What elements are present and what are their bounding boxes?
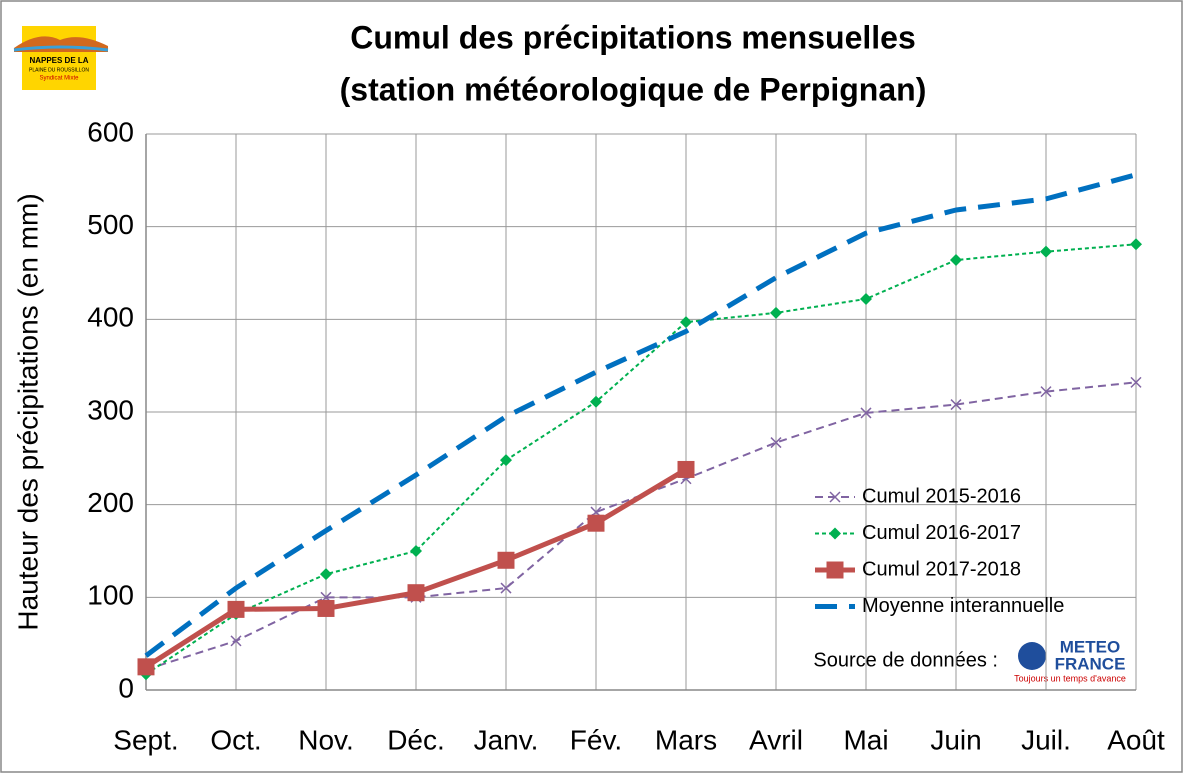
y-tick-label: 400 xyxy=(87,302,134,333)
source-label: Source de données : xyxy=(813,649,998,671)
legend-label: Cumul 2015-2016 xyxy=(862,485,1021,507)
meteo-tagline: Toujours un temps d'avance xyxy=(1014,673,1126,683)
x-tick-label: Oct. xyxy=(210,724,261,755)
marker xyxy=(860,292,872,305)
marker xyxy=(410,545,422,557)
marker xyxy=(770,306,782,319)
marker xyxy=(680,316,692,329)
legend-label: Cumul 2017-2018 xyxy=(862,558,1021,580)
marker xyxy=(860,407,872,419)
meteo-logo: METEO FRANCE Toujours un temps d'avance xyxy=(1014,637,1126,683)
y-axis-label: Hauteur des précipitations (en mm) xyxy=(12,193,43,630)
marker xyxy=(826,561,844,579)
legend-label: Cumul 2016-2017 xyxy=(862,522,1021,544)
marker xyxy=(137,658,155,676)
logo: NAPPES DE LA PLAINE DU ROUSSILLON Syndic… xyxy=(13,26,109,90)
marker xyxy=(587,514,605,532)
chart-title: (station météorologique de Perpignan) xyxy=(340,71,927,107)
marker xyxy=(950,254,962,267)
marker xyxy=(677,460,695,478)
y-tick-label: 0 xyxy=(118,672,134,703)
x-tick-label: Avril xyxy=(749,724,803,755)
marker xyxy=(1130,238,1142,251)
series-line xyxy=(144,172,1137,658)
series-line xyxy=(145,243,1137,676)
marker xyxy=(1040,245,1052,258)
marker xyxy=(500,454,512,467)
logo-bg xyxy=(22,26,96,90)
marker xyxy=(500,582,512,594)
logo-text: Syndicat Mixte xyxy=(39,76,79,82)
legend-label: Moyenne interannuelle xyxy=(862,595,1064,617)
logo-text: PLAINE DU ROUSSILLON xyxy=(29,67,89,73)
marker xyxy=(230,635,242,647)
marker xyxy=(590,395,602,408)
logo-text: NAPPES DE LA xyxy=(29,56,88,65)
x-tick-label: Juil. xyxy=(1021,724,1071,755)
x-tick-label: Mars xyxy=(655,724,717,755)
x-tick-label: Sept. xyxy=(113,724,178,755)
x-tick-label: Fév. xyxy=(570,724,622,755)
marker xyxy=(497,551,515,569)
marker xyxy=(829,491,841,503)
marker xyxy=(227,600,245,618)
y-tick-label: 100 xyxy=(87,580,134,611)
x-tick-label: Déc. xyxy=(387,724,445,755)
x-tick-label: Nov. xyxy=(298,724,354,755)
meteo-text: FRANCE xyxy=(1055,654,1126,673)
x-tick-label: Mai xyxy=(843,724,888,755)
marker xyxy=(770,437,782,449)
meteo-icon xyxy=(1018,642,1046,670)
marker xyxy=(1040,386,1052,398)
marker xyxy=(829,527,841,540)
series: Cumul 2017-2018 xyxy=(137,460,1021,676)
y-tick-label: 600 xyxy=(87,116,134,147)
x-tick-label: Août xyxy=(1107,724,1165,755)
y-tick-label: 500 xyxy=(87,209,134,240)
x-tick-label: Juin xyxy=(930,724,981,755)
y-tick-label: 200 xyxy=(87,487,134,518)
marker xyxy=(950,399,962,411)
x-tick-label: Janv. xyxy=(474,724,539,755)
marker xyxy=(407,584,425,602)
y-tick-label: 300 xyxy=(87,394,134,425)
meteo-text: METEO xyxy=(1060,637,1120,656)
chart-title: Cumul des précipitations mensuelles xyxy=(350,19,915,55)
marker xyxy=(320,568,332,581)
marker xyxy=(1130,376,1142,388)
series: Moyenne interannuelle xyxy=(144,172,1137,658)
logo-wave xyxy=(13,45,109,52)
marker xyxy=(317,599,335,617)
